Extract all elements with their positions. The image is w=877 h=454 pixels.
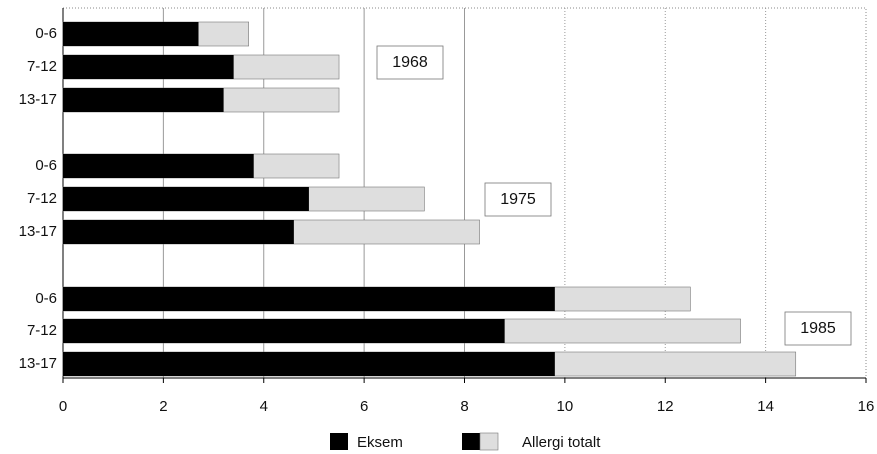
x-tick-label: 2: [159, 398, 167, 415]
bar: [63, 187, 309, 211]
annotation: 1985: [800, 320, 836, 337]
annotation: 1968: [392, 54, 428, 71]
x-tick-label: 8: [460, 398, 468, 415]
y-tick-label: 0-6: [35, 25, 57, 42]
x-tick-label: 14: [757, 398, 774, 415]
bar: [63, 88, 224, 112]
bar: [63, 55, 234, 79]
annotation-box: [784, 311, 852, 346]
x-tick-label: 10: [557, 398, 574, 415]
y-tick-label: 0-6: [35, 157, 57, 174]
annotation: 1975: [500, 191, 536, 208]
bar: [63, 154, 254, 178]
legend-label: Allergi totalt: [522, 434, 601, 451]
x-tick-label: 6: [360, 398, 368, 415]
bar: [63, 220, 294, 244]
x-tick-label: 12: [657, 398, 674, 415]
bar: [63, 352, 555, 376]
bar: [63, 319, 505, 343]
legend-label: Eksem: [357, 434, 403, 451]
y-tick-label: 13-17: [19, 355, 57, 372]
y-tick-label: 7-12: [27, 190, 57, 207]
bar: [63, 22, 199, 46]
bar: [63, 287, 555, 311]
y-tick-label: 13-17: [19, 223, 57, 240]
legend-swatch: [462, 433, 480, 450]
legend-swatch: [330, 433, 348, 450]
y-tick-label: 13-17: [19, 91, 57, 108]
legend-swatch: [479, 432, 499, 451]
annotation-box: [484, 182, 552, 217]
x-tick-label: 16: [858, 398, 875, 415]
x-tick-label: 0: [59, 398, 67, 415]
y-tick-label: 0-6: [35, 290, 57, 307]
x-tick-label: 4: [260, 398, 268, 415]
y-tick-label: 7-12: [27, 322, 57, 339]
y-tick-label: 7-12: [27, 58, 57, 75]
annotation-box: [376, 45, 444, 80]
